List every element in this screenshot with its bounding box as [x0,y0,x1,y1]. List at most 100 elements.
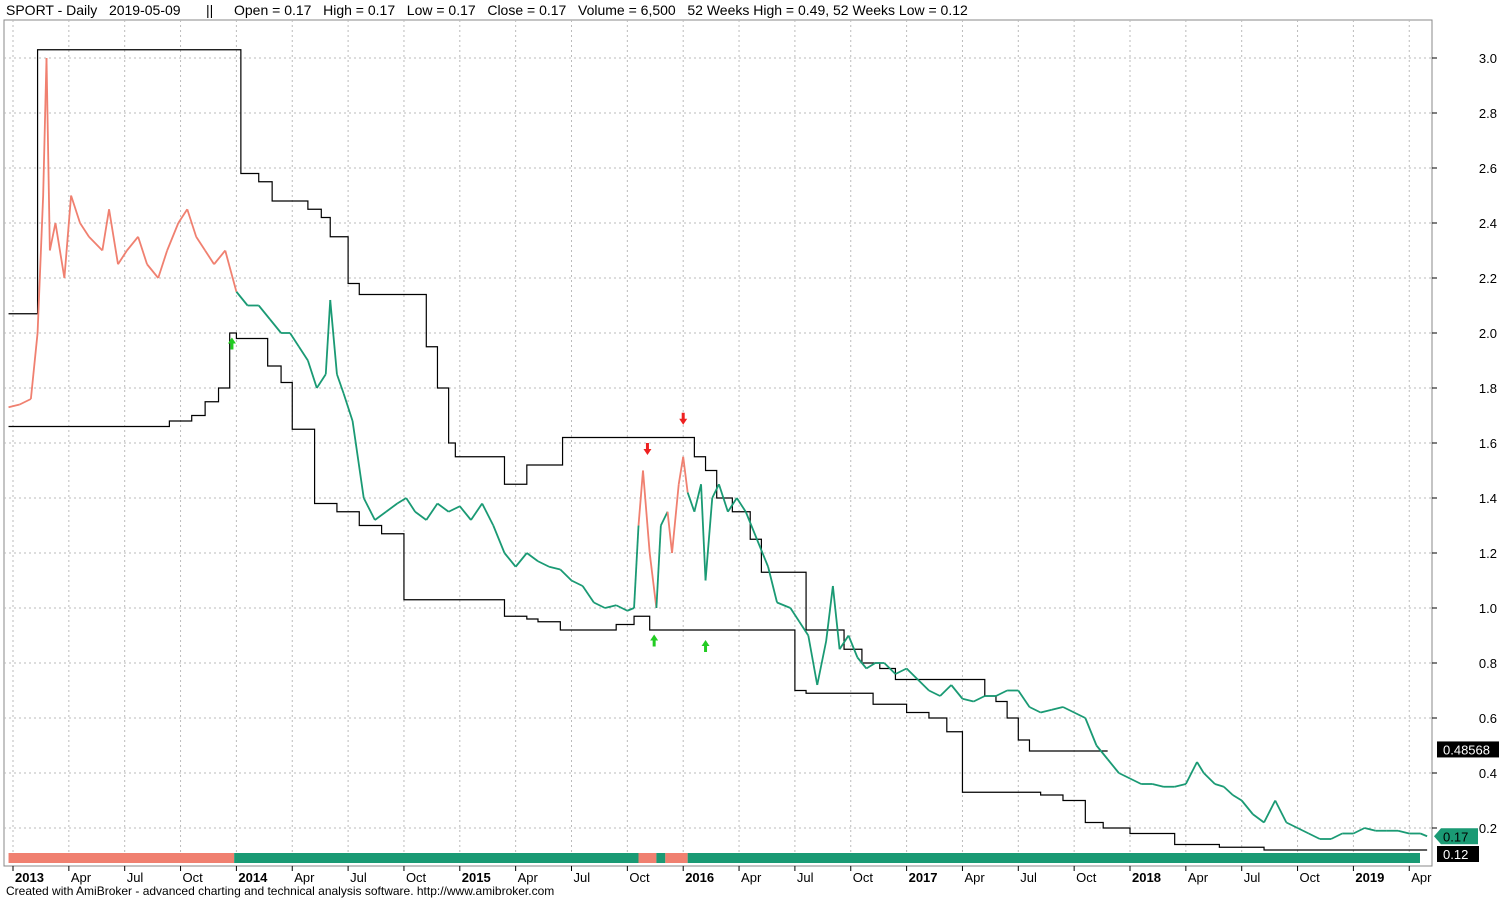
price-segment [682,456,689,493]
upper-channel-line [8,49,1108,752]
ribbon-segment [665,853,688,863]
price-segment [838,635,850,650]
buy-arrow-icon [701,640,710,652]
price-segment [973,695,986,703]
price-segment [224,250,238,292]
x-tick-label: 2019 [1355,870,1384,885]
ribbon-segment [638,853,657,863]
price-segment [1308,832,1321,840]
price-segment [627,607,635,612]
price-segment [1364,827,1376,832]
y-tick-label: 2.2 [1479,271,1497,286]
price-segment [396,497,407,505]
price-segment [1040,708,1053,714]
y-tick-label: 1.0 [1479,601,1497,616]
x-tick-label: Oct [183,870,204,885]
header-separator: || [206,2,214,18]
price-segment [177,208,189,224]
price-segment [660,511,669,526]
ribbon-segment [687,853,1420,863]
price-segment [744,511,758,540]
price-segment [316,373,327,389]
price-segment [950,684,964,700]
price-segment [1017,689,1031,708]
y-axis: 3.0 2.8 2.6 2.4 2.2 2.0 1.8 1.6 1.4 1.2 1.0 0.8 0.6 0… [1432,51,1497,836]
price-channel-lines [8,49,1428,851]
x-tick-label: Jul [127,870,144,885]
price-segment [385,502,398,513]
price-segment [186,208,198,238]
y-tick-label: 1.6 [1479,436,1497,451]
chart-title: SPORT - Daily 2019-05-09 [6,2,181,18]
price-segment [1152,783,1164,788]
price-segment [1285,821,1298,829]
price-segment [666,511,673,554]
gridlines [3,19,1433,867]
price-segment [1397,829,1410,835]
value-label-text: 0.48568 [1443,742,1490,757]
y-tick-label: 2.8 [1479,106,1497,121]
buy-arrow-icon [650,634,659,647]
price-segment [48,222,57,251]
y-tick-label: 1.2 [1479,546,1497,561]
price-segment [29,332,39,400]
signal-arrows [227,337,710,652]
price-segment [736,497,747,513]
price-segment [1062,706,1075,714]
x-tick-label: Apr [71,870,92,885]
price-segment [298,346,309,361]
price-segment [362,497,376,521]
price-segment [633,525,640,609]
x-tick-label: 2016 [685,870,714,885]
quote-summary: Open = 0.17 High = 0.17 Low = 0.17 Close… [234,2,968,18]
price-segment [108,209,119,265]
lower-channel-line [8,332,1428,851]
price-segment [70,195,81,224]
y-tick-label: 3.0 [1479,51,1497,66]
price-segment [1232,794,1243,802]
price-segment [88,236,104,252]
price-segment [204,250,215,265]
price-segment [63,195,72,279]
price-segment [1203,772,1216,785]
price-segment [1420,832,1428,838]
x-tick-label: 2015 [462,870,491,885]
price-segment [537,560,550,568]
price-segment [1196,761,1205,774]
price-segment [436,502,450,513]
trend-ribbon [8,853,1420,863]
price-segment [54,222,66,279]
price-segment [42,57,48,196]
y-tick-label: 0.8 [1479,656,1497,671]
price-segment [526,552,539,562]
price-segment [1029,706,1042,714]
price-segment [1297,827,1310,835]
price-segment [307,360,318,389]
price-segment [581,585,595,604]
buy-arrow-icon [227,337,236,350]
price-segment [1223,786,1234,796]
price-series [8,57,1428,840]
price-segment [604,604,617,609]
price-segment [798,621,810,636]
price-segment [727,497,738,513]
price-segment [939,684,952,697]
price-segment [1129,777,1142,785]
price-segment [756,538,769,568]
price-segment [1095,744,1109,760]
price-segment [336,373,345,394]
price-segment [258,304,271,320]
price-segment [767,566,778,603]
price-segment [847,635,859,658]
price-segment [856,656,868,670]
price-segment [1353,827,1365,835]
price-segment [642,470,651,554]
x-tick-label: Oct [1076,870,1097,885]
price-segment [79,222,90,238]
price-segment [831,585,841,650]
price-segment [1263,800,1277,823]
price-segment [470,502,483,521]
footer-credit: Created with AmiBroker - advanced charti… [6,884,555,898]
